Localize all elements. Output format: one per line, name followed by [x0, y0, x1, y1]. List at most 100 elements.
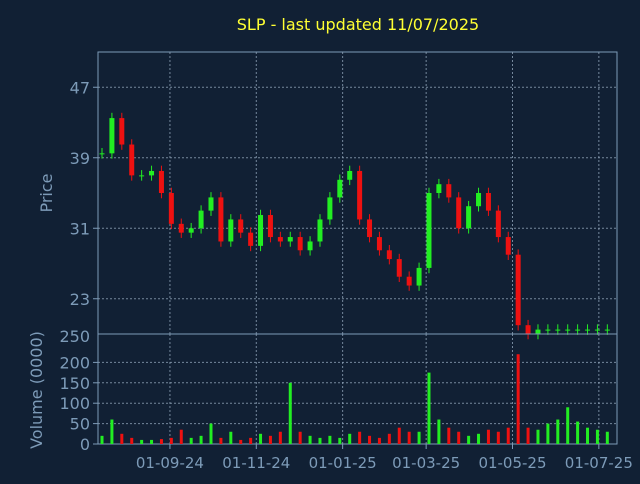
- price-candle: [347, 165, 353, 186]
- price-candle-body: [307, 241, 313, 251]
- price-candle-body: [466, 206, 472, 229]
- price-candle-body: [594, 329, 600, 331]
- volume-bar: [358, 431, 362, 444]
- volume-bar: [516, 354, 520, 444]
- price-candle-body: [297, 237, 303, 251]
- price-candle-body: [396, 259, 402, 277]
- price-candle-body: [515, 254, 521, 326]
- price-candle-body: [446, 184, 452, 198]
- volume-bar: [179, 429, 183, 444]
- volume-y-axis-label: Volume (0000): [27, 331, 46, 449]
- price-candle: [327, 192, 333, 225]
- volume-bar: [467, 435, 471, 444]
- price-candle: [466, 200, 472, 234]
- price-candle: [416, 262, 422, 291]
- volume-bar: [397, 427, 401, 444]
- volume-bar: [427, 372, 431, 444]
- price-candle-body: [178, 223, 184, 233]
- price-candle-body: [347, 170, 353, 180]
- volume-bar: [298, 431, 302, 444]
- price-candles: [99, 112, 610, 340]
- volume-bar: [120, 433, 124, 444]
- price-candle-body: [158, 170, 164, 193]
- price-candle: [248, 227, 254, 252]
- price-candle: [228, 214, 234, 247]
- price-candle: [436, 178, 442, 199]
- volume-bar: [437, 419, 441, 444]
- price-candle-body: [505, 237, 511, 255]
- price-candle: [505, 231, 511, 260]
- price-candle-body: [119, 118, 125, 145]
- volume-bar: [556, 419, 560, 444]
- volume-bar: [348, 433, 352, 444]
- price-candle-body: [129, 144, 135, 176]
- volume-bar: [308, 435, 312, 444]
- price-tick-label: 39: [70, 149, 90, 168]
- price-candle: [446, 178, 452, 203]
- volume-tick-label: 200: [59, 353, 90, 372]
- price-candle-body: [327, 197, 333, 220]
- price-candle-body: [495, 210, 501, 238]
- volume-plot-area: [97, 333, 618, 445]
- price-candle: [287, 231, 293, 247]
- volume-bar: [249, 437, 253, 444]
- price-candle: [456, 192, 462, 234]
- x-tick-label: 01-09-24: [136, 454, 204, 472]
- price-candle-body: [476, 193, 482, 207]
- price-candle-body: [168, 193, 174, 224]
- price-candle: [208, 192, 214, 216]
- volume-bar: [506, 427, 510, 444]
- price-candle: [307, 236, 313, 256]
- price-candle-body: [218, 197, 224, 242]
- price-candle: [406, 271, 412, 291]
- price-candle: [604, 324, 610, 335]
- price-candle: [267, 209, 273, 243]
- price-candle: [119, 112, 125, 150]
- volume-bar: [546, 423, 550, 444]
- price-candle-body: [525, 325, 531, 334]
- price-candle-body: [188, 228, 194, 233]
- price-bottom-tick-label: 250: [59, 327, 90, 346]
- volume-bar: [229, 431, 233, 444]
- chart-title: SLP - last updated 11/07/2025: [237, 15, 479, 34]
- price-candle-body: [585, 329, 591, 331]
- volume-bar: [219, 437, 223, 444]
- price-panel: 47 39 31 23 250 Price: [37, 51, 618, 346]
- price-candle-body: [426, 193, 432, 268]
- price-candle: [139, 170, 145, 181]
- price-candle-body: [317, 219, 323, 242]
- price-candle-body: [565, 329, 571, 331]
- volume-bar: [526, 427, 530, 444]
- x-tick-label: 01-01-25: [309, 454, 377, 472]
- volume-bar: [159, 439, 163, 444]
- price-candle-body: [228, 219, 234, 242]
- volume-bar: [288, 382, 292, 444]
- volume-bar: [457, 431, 461, 444]
- price-candle: [357, 165, 363, 225]
- price-candle-body: [485, 193, 491, 211]
- price-candle-body: [139, 175, 145, 177]
- price-candle: [594, 324, 600, 335]
- price-candle: [238, 214, 244, 238]
- volume-bar: [586, 427, 590, 444]
- price-candle-body: [535, 329, 541, 334]
- volume-bar: [318, 437, 322, 444]
- volume-bar: [377, 437, 381, 444]
- price-candle: [218, 192, 224, 247]
- price-candle-body: [555, 329, 561, 331]
- volume-tick-label: 50: [70, 415, 90, 434]
- price-tick-label: 23: [70, 290, 90, 309]
- price-candle: [149, 165, 155, 181]
- volume-bar: [239, 439, 243, 444]
- price-candle-body: [99, 153, 105, 155]
- volume-bar: [209, 423, 213, 444]
- price-candle-body: [357, 170, 363, 220]
- price-candle: [129, 139, 135, 181]
- volume-bar: [368, 435, 372, 444]
- volume-bar: [169, 437, 173, 444]
- volume-bar: [447, 427, 451, 444]
- price-tick-label: 47: [70, 78, 90, 97]
- volume-bar: [536, 429, 540, 444]
